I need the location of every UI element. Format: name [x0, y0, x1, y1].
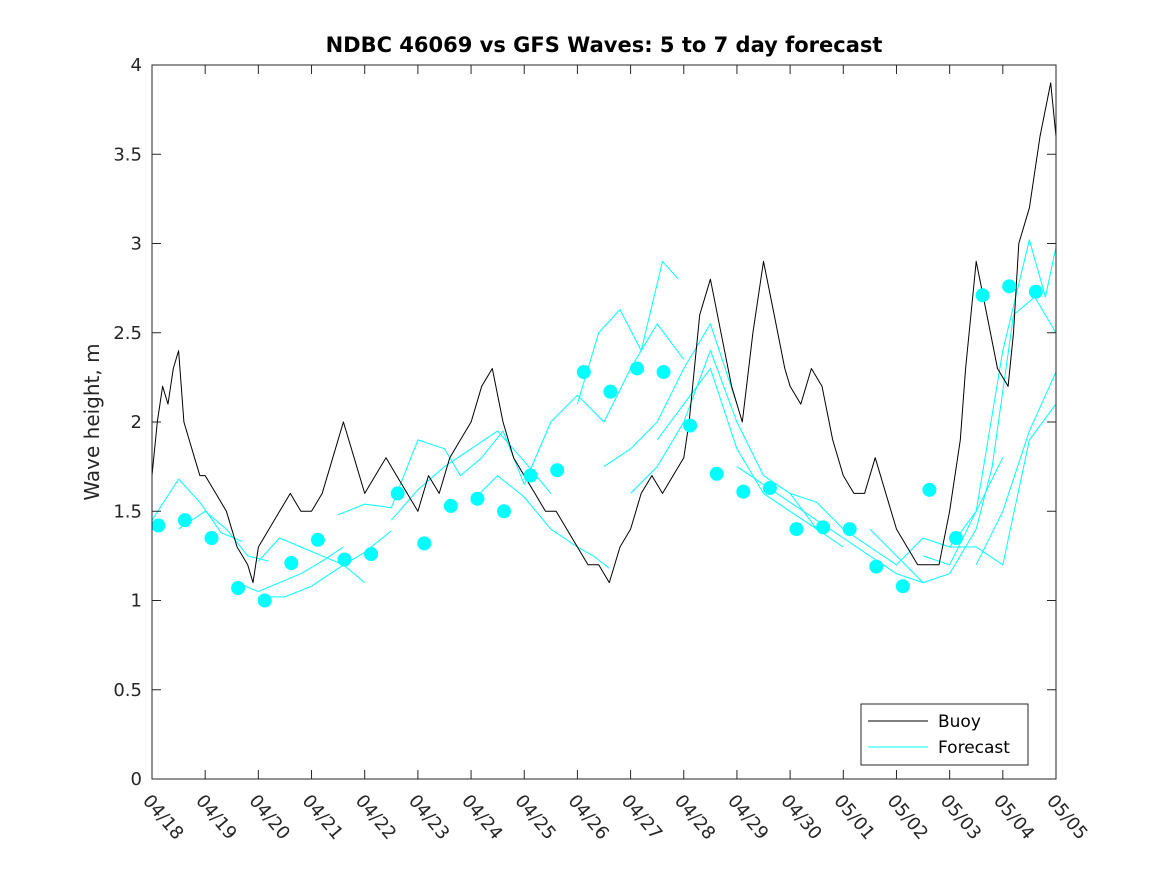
- y-axis-label: Wave height, m: [80, 343, 104, 500]
- forecast-series-line-3: [178, 510, 270, 562]
- forecast-marker: [736, 484, 751, 499]
- forecast-series-line-19: [949, 403, 1057, 566]
- x-tick-label: 05/03: [936, 791, 985, 844]
- forecast-marker: [656, 365, 671, 380]
- y-tick-label: 1: [131, 591, 142, 612]
- x-tick-label: 04/23: [404, 791, 453, 844]
- forecast-series-line-8: [390, 430, 552, 521]
- forecast-marker: [310, 532, 325, 547]
- forecast-series-line-9: [470, 475, 610, 569]
- legend-label-forecast: Forecast: [938, 738, 1010, 758]
- x-tick-label: 04/25: [510, 791, 559, 844]
- series-layer: [151, 82, 1057, 608]
- chart-title: NDBC 46069 vs GFS Waves: 5 to 7 day fore…: [326, 33, 883, 57]
- forecast-marker: [949, 531, 964, 546]
- x-tick-label: 04/26: [564, 791, 613, 844]
- forecast-series-line-14: [656, 368, 844, 548]
- forecast-series-line-12: [603, 323, 738, 468]
- y-tick-label: 3: [131, 234, 142, 255]
- forecast-marker: [1002, 279, 1017, 294]
- buoy-series-line-1: [1018, 82, 1057, 244]
- legend-label-buoy: Buoy: [938, 712, 981, 732]
- forecast-marker: [390, 486, 405, 501]
- forecast-marker: [523, 468, 538, 483]
- forecast-marker: [922, 482, 937, 497]
- forecast-marker: [470, 491, 485, 506]
- forecast-series-line-13: [630, 350, 818, 530]
- forecast-marker: [177, 513, 192, 528]
- forecast-marker: [629, 361, 644, 376]
- forecast-marker: [550, 463, 565, 478]
- forecast-marker: [443, 498, 458, 513]
- x-tick-label: 05/02: [883, 791, 932, 844]
- x-tick-label: 05/04: [989, 791, 1038, 844]
- forecast-marker: [231, 581, 246, 596]
- x-tick-label: 04/20: [245, 791, 294, 844]
- legend-box: [860, 703, 1029, 766]
- y-tick-label: 1.5: [113, 501, 142, 522]
- forecast-marker: [603, 384, 618, 399]
- forecast-series-line-4: [236, 546, 344, 593]
- x-tick-label: 04/28: [670, 791, 719, 844]
- forecast-marker: [284, 556, 299, 571]
- forecast-series-line-2: [151, 478, 243, 543]
- y-tick-label: 0.5: [113, 680, 142, 701]
- x-tick-label: 05/05: [1042, 791, 1091, 844]
- x-tick-label: 04/29: [723, 791, 772, 844]
- forecast-series-line-17: [869, 296, 1057, 584]
- forecast-series-line-20: [975, 371, 1057, 566]
- forecast-marker: [762, 481, 777, 496]
- x-tick-label: 05/01: [829, 791, 878, 844]
- x-tick-label: 04/22: [351, 791, 400, 844]
- forecast-marker: [417, 536, 432, 551]
- y-axis: 0 0.5 1 1.5 2 2.5 3 3.5 4: [113, 55, 1056, 790]
- forecast-marker: [709, 466, 724, 481]
- forecast-series-line-16: [789, 457, 1004, 566]
- forecast-series-line-18: [922, 239, 1057, 566]
- forecast-marker: [364, 547, 379, 562]
- y-tick-label: 2: [131, 412, 142, 433]
- forecast-series-line-10: [523, 323, 685, 485]
- x-tick-label: 04/21: [298, 791, 347, 844]
- buoy-series-line-0: [151, 243, 1020, 584]
- forecast-marker: [789, 522, 804, 537]
- forecast-marker: [576, 365, 591, 380]
- forecast-marker: [975, 288, 990, 303]
- x-tick-label: 04/30: [776, 791, 825, 844]
- forecast-marker: [204, 531, 219, 546]
- forecast-marker: [1028, 284, 1043, 299]
- forecast-series-line-7: [337, 430, 525, 516]
- y-tick-label: 2.5: [113, 323, 142, 344]
- x-tick-label: 04/24: [457, 791, 506, 844]
- forecast-marker: [842, 522, 857, 537]
- forecast-series-line-11: [576, 260, 679, 405]
- y-tick-label: 0: [131, 769, 142, 790]
- y-tick-label: 4: [131, 55, 142, 76]
- x-tick-label: 04/27: [617, 791, 666, 844]
- forecast-marker: [895, 579, 910, 594]
- x-tick-label: 04/18: [138, 791, 187, 844]
- forecast-series-line-5: [258, 537, 366, 583]
- forecast-marker: [337, 552, 352, 567]
- forecast-marker: [497, 504, 512, 519]
- forecast-marker: [683, 418, 698, 433]
- forecast-marker: [257, 593, 272, 608]
- forecast-marker: [869, 559, 884, 574]
- y-tick-label: 3.5: [113, 144, 142, 165]
- forecast-marker: [151, 518, 166, 533]
- x-tick-label: 04/19: [191, 791, 240, 844]
- legend: Buoy Forecast: [860, 703, 1029, 766]
- forecast-marker: [816, 520, 831, 535]
